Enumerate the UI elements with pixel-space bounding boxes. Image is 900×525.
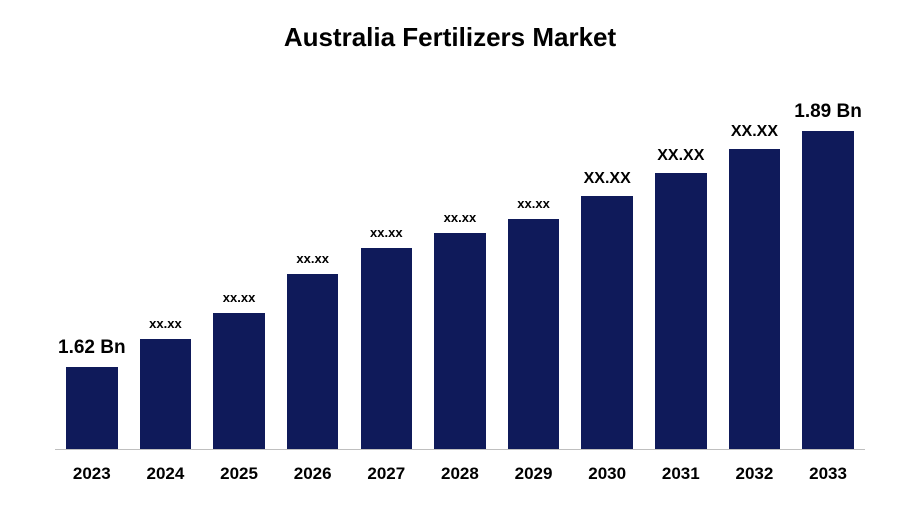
x-tick-label: 2025 [202, 464, 276, 484]
chart-title: Australia Fertilizers Market [0, 0, 900, 53]
x-tick-label: 2028 [423, 464, 497, 484]
bar-slot: xx.xx [350, 80, 424, 450]
bar-slot: XX.XX [718, 80, 792, 450]
bar [729, 149, 781, 450]
x-tick-label: 2030 [570, 464, 644, 484]
bar-slot: 1.62 Bn [55, 80, 129, 450]
bar [581, 196, 633, 450]
x-axis-labels: 2023202420252026202720282029203020312032… [55, 464, 865, 484]
bar [140, 339, 192, 450]
x-tick-label: 2027 [350, 464, 424, 484]
x-baseline [55, 449, 865, 450]
x-tick-label: 2031 [644, 464, 718, 484]
chart-container: Australia Fertilizers Market 1.62 Bnxx.x… [0, 0, 900, 525]
bar [802, 131, 854, 450]
bar-slot: xx.xx [129, 80, 203, 450]
bar [655, 173, 707, 451]
bar [434, 233, 486, 450]
bar-value-label: 1.89 Bn [754, 101, 900, 123]
bar [213, 313, 265, 450]
bar-slot: xx.xx [276, 80, 350, 450]
bar-slot: xx.xx [497, 80, 571, 450]
bars-group: 1.62 Bnxx.xxxx.xxxx.xxxx.xxxx.xxxx.xxXX.… [55, 80, 865, 450]
bar-slot: xx.xx [423, 80, 497, 450]
x-tick-label: 2029 [497, 464, 571, 484]
bar-slot: XX.XX [570, 80, 644, 450]
bar-slot: 1.89 Bn [791, 80, 865, 450]
x-tick-label: 2026 [276, 464, 350, 484]
bar [508, 219, 560, 450]
x-tick-label: 2032 [718, 464, 792, 484]
bar [287, 274, 339, 450]
bar [361, 248, 413, 450]
x-tick-label: 2023 [55, 464, 129, 484]
x-tick-label: 2024 [129, 464, 203, 484]
bar [66, 367, 118, 450]
plot-area: 1.62 Bnxx.xxxx.xxxx.xxxx.xxxx.xxxx.xxXX.… [55, 80, 865, 450]
x-tick-label: 2033 [791, 464, 865, 484]
